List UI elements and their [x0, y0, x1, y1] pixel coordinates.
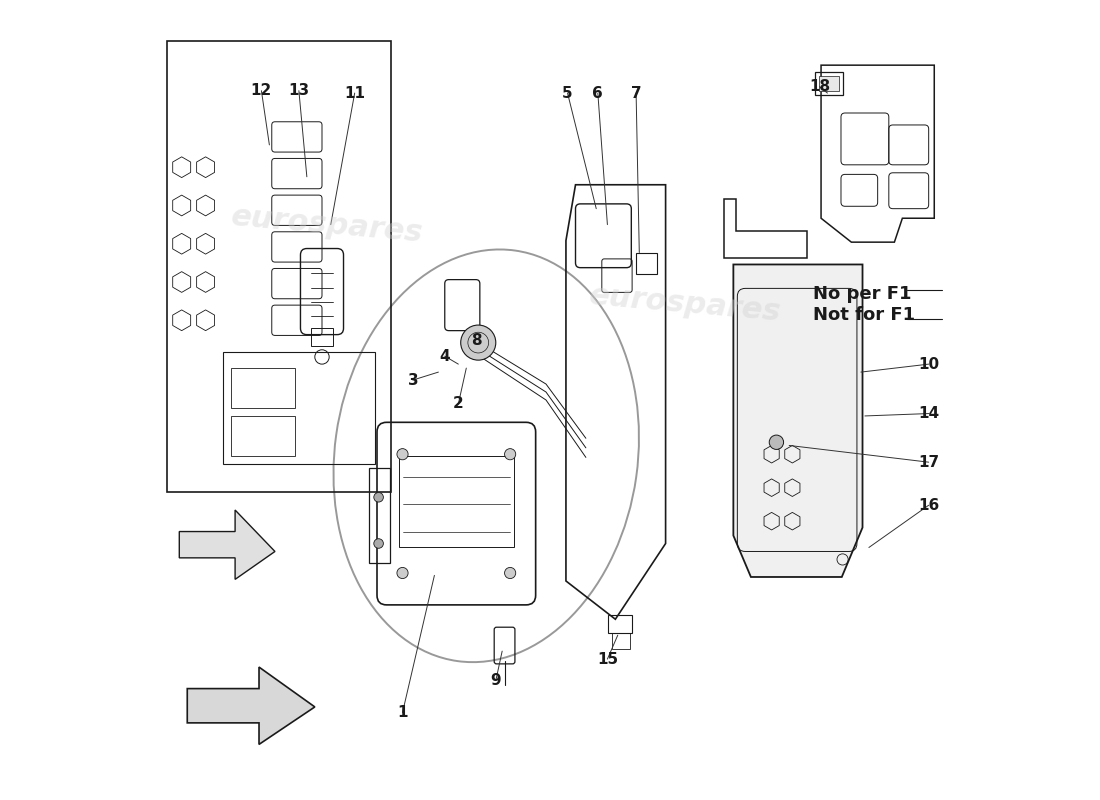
Bar	[311, 328, 333, 346]
Bar	[231, 368, 295, 408]
Text: 2: 2	[453, 397, 464, 411]
Text: eurospares: eurospares	[588, 282, 783, 327]
Circle shape	[461, 325, 496, 360]
Text: 3: 3	[408, 373, 418, 387]
Bar	[223, 352, 375, 464]
Bar	[613, 633, 629, 649]
Circle shape	[397, 449, 408, 460]
Text: 5: 5	[562, 86, 573, 101]
Text: 12: 12	[251, 83, 272, 98]
Text: 4: 4	[440, 349, 450, 364]
Text: 16: 16	[918, 498, 939, 513]
Text: 10: 10	[918, 357, 939, 372]
Text: 17: 17	[918, 454, 939, 470]
Circle shape	[505, 567, 516, 578]
Circle shape	[374, 538, 384, 548]
Bar	[636, 254, 657, 274]
Text: 14: 14	[918, 406, 939, 421]
Text: 18: 18	[808, 79, 830, 94]
Bar	[231, 416, 295, 456]
Bar	[398, 456, 514, 547]
Text: 7: 7	[630, 86, 641, 101]
Circle shape	[505, 449, 516, 460]
Circle shape	[397, 567, 408, 578]
Circle shape	[374, 493, 384, 502]
Bar	[818, 75, 839, 91]
Polygon shape	[187, 667, 315, 744]
Text: 11: 11	[344, 86, 365, 101]
Polygon shape	[179, 510, 275, 579]
Circle shape	[769, 435, 783, 450]
Bar	[368, 468, 389, 563]
Bar	[608, 615, 632, 633]
Text: 8: 8	[471, 333, 482, 348]
Text: 15: 15	[597, 651, 618, 666]
Text: eurospares: eurospares	[230, 202, 424, 247]
Text: 6: 6	[593, 86, 603, 101]
Bar	[815, 71, 844, 95]
Text: 13: 13	[288, 83, 309, 98]
Text: 1: 1	[397, 705, 408, 720]
Text: 9: 9	[491, 673, 502, 688]
Text: No per F1
Not for F1: No per F1 Not for F1	[813, 285, 915, 324]
Bar	[167, 42, 390, 492]
Polygon shape	[734, 265, 862, 577]
